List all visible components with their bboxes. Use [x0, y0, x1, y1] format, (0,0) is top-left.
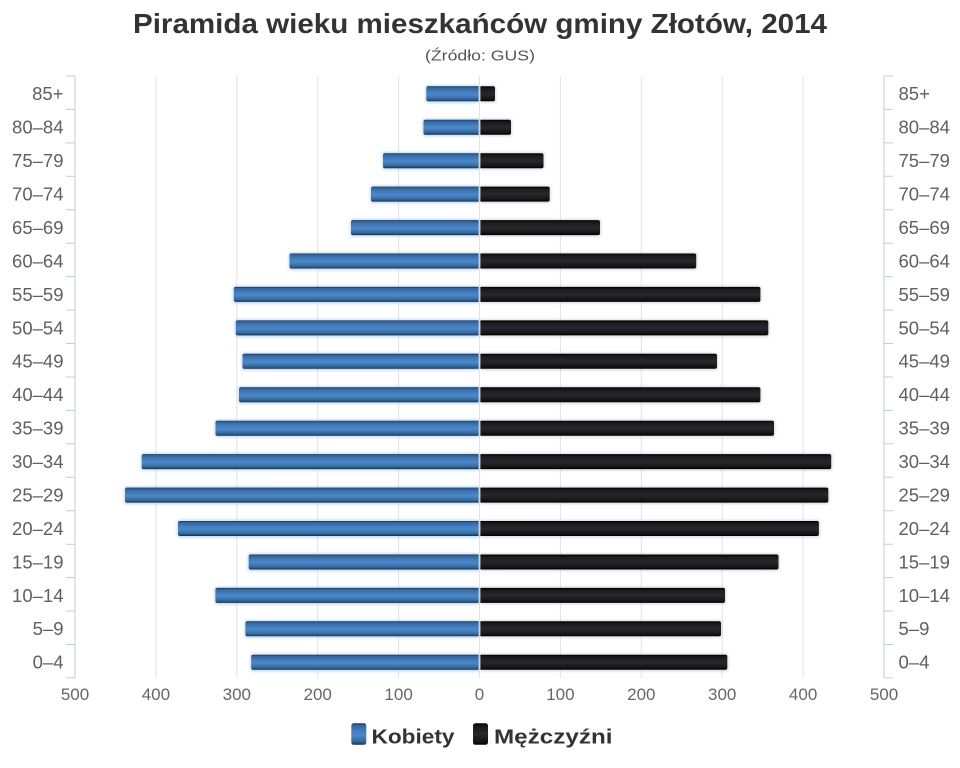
svg-text:Piramida wieku mieszkańców gmi: Piramida wieku mieszkańców gminy Złotów,… — [133, 8, 827, 39]
svg-text:25–29: 25–29 — [899, 485, 950, 506]
svg-text:10–14: 10–14 — [12, 585, 63, 606]
svg-text:85+: 85+ — [32, 83, 63, 104]
svg-text:80–84: 80–84 — [12, 117, 63, 138]
svg-text:55–59: 55–59 — [899, 284, 950, 305]
svg-text:300: 300 — [223, 685, 251, 704]
svg-text:15–19: 15–19 — [899, 551, 950, 572]
svg-text:55–59: 55–59 — [12, 284, 63, 305]
svg-text:35–39: 35–39 — [899, 418, 950, 439]
svg-text:20–24: 20–24 — [12, 518, 63, 539]
svg-text:0–4: 0–4 — [33, 652, 64, 673]
svg-text:200: 200 — [627, 685, 655, 704]
svg-text:500: 500 — [61, 685, 89, 704]
svg-text:200: 200 — [304, 685, 332, 704]
svg-text:100: 100 — [546, 685, 574, 704]
svg-text:65–69: 65–69 — [899, 217, 950, 238]
svg-text:5–9: 5–9 — [33, 618, 64, 639]
svg-text:50–54: 50–54 — [899, 317, 950, 338]
svg-text:5–9: 5–9 — [899, 618, 930, 639]
svg-text:400: 400 — [142, 685, 170, 704]
svg-text:Mężczyźni: Mężczyźni — [494, 727, 613, 749]
svg-text:100: 100 — [384, 685, 412, 704]
svg-text:45–49: 45–49 — [899, 351, 950, 372]
svg-text:Kobiety: Kobiety — [372, 727, 456, 749]
svg-text:75–79: 75–79 — [899, 150, 950, 171]
svg-text:0: 0 — [475, 685, 484, 704]
svg-text:500: 500 — [870, 685, 898, 704]
svg-text:0–4: 0–4 — [899, 652, 930, 673]
svg-text:80–84: 80–84 — [899, 117, 950, 138]
svg-text:40–44: 40–44 — [12, 384, 63, 405]
svg-text:70–74: 70–74 — [12, 184, 63, 205]
svg-text:50–54: 50–54 — [12, 317, 63, 338]
svg-text:65–69: 65–69 — [12, 217, 63, 238]
svg-text:40–44: 40–44 — [899, 384, 950, 405]
svg-text:15–19: 15–19 — [12, 551, 63, 572]
svg-text:30–34: 30–34 — [12, 451, 63, 472]
svg-text:400: 400 — [789, 685, 817, 704]
svg-text:60–64: 60–64 — [899, 250, 950, 271]
svg-text:25–29: 25–29 — [12, 485, 63, 506]
svg-text:20–24: 20–24 — [899, 518, 950, 539]
svg-text:70–74: 70–74 — [899, 184, 950, 205]
svg-text:(Źródło: GUS): (Źródło: GUS) — [425, 48, 535, 65]
svg-text:85+: 85+ — [899, 83, 930, 104]
svg-text:10–14: 10–14 — [899, 585, 950, 606]
svg-text:60–64: 60–64 — [12, 250, 63, 271]
svg-text:30–34: 30–34 — [899, 451, 950, 472]
svg-text:45–49: 45–49 — [12, 351, 63, 372]
svg-text:75–79: 75–79 — [12, 150, 63, 171]
svg-text:300: 300 — [708, 685, 736, 704]
svg-text:35–39: 35–39 — [12, 418, 63, 439]
